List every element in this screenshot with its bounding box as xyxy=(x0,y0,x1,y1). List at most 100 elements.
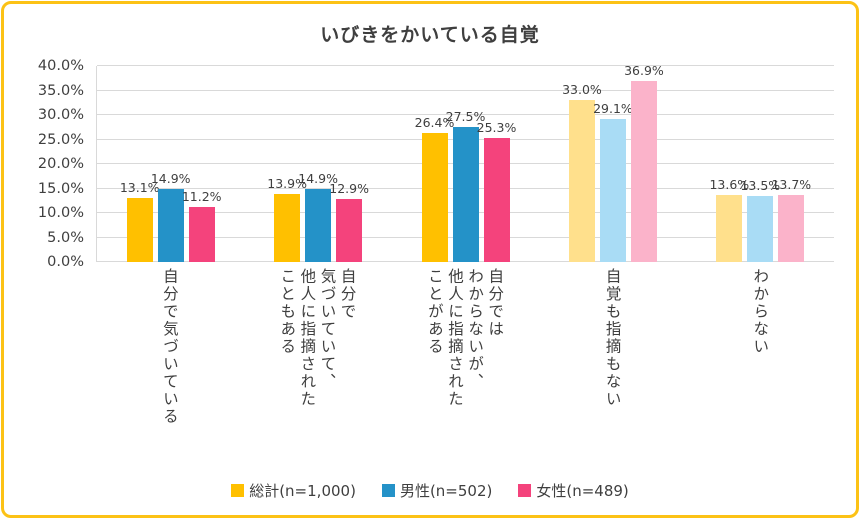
bar xyxy=(747,195,774,262)
bar-slot: 13.1% xyxy=(120,66,160,262)
legend-swatch-icon xyxy=(231,484,245,497)
bar-value-label: 11.2% xyxy=(181,189,222,205)
bar-slot: 13.5% xyxy=(740,66,780,262)
bar xyxy=(157,189,184,262)
y-tick-label: 35.0% xyxy=(37,82,84,99)
bar-value-label: 13.7% xyxy=(771,176,812,192)
bar xyxy=(126,197,153,262)
y-tick-label: 40.0% xyxy=(37,58,84,74)
bar xyxy=(568,100,595,262)
x-category-line: 他人に指摘された xyxy=(298,268,317,408)
gridline xyxy=(97,89,834,91)
bar-group: 26.4% 27.5% 25.3% xyxy=(392,66,539,262)
bar-group: 33.0% 29.1% 36.9% xyxy=(539,63,686,262)
legend-label: 女性(n=489) xyxy=(536,482,629,500)
x-category-line: わからないが、 xyxy=(466,268,485,391)
bar-groups: 13.1% 14.9% 11.2% 13.9% 14.9% 12.9% 26.4% 27.5%… xyxy=(97,63,834,262)
x-category-cell: 自分では わからないが、 他人に指摘された ことがある xyxy=(391,268,539,474)
bar xyxy=(452,127,479,262)
bar-value-label: 13.6% xyxy=(709,177,750,193)
y-axis: 0.0% 5.0% 10.0% 15.0% 20.0% 25.0% 30.0% 35.0% 40… xyxy=(14,58,90,270)
x-category-label: 自分では わからないが、 他人に指摘された ことがある xyxy=(425,268,506,408)
legend-item: 男性(n=502) xyxy=(381,480,493,501)
bar xyxy=(305,189,332,262)
bar xyxy=(336,198,363,262)
legend-swatch-icon xyxy=(381,484,395,497)
bar-slot: 29.1% xyxy=(593,66,633,262)
bar-value-label: 36.9% xyxy=(624,63,664,79)
bar-value-label: 14.9% xyxy=(298,171,338,186)
bar xyxy=(778,194,805,262)
bar-value-label: 12.9% xyxy=(329,180,369,196)
legend-item: 総計(n=1,000) xyxy=(231,480,356,501)
x-category-label: 自覚も指摘もない xyxy=(603,268,623,408)
bar-slot: 11.2% xyxy=(182,66,222,262)
gridline xyxy=(97,114,834,115)
y-tick-label: 20.0% xyxy=(37,156,84,172)
bar-slot: 36.9% xyxy=(624,63,664,262)
bar-value-label: 13.5% xyxy=(740,177,781,193)
x-category-cell: 自分で 気づいていて、 他人に指摘された こともある xyxy=(244,268,392,474)
x-axis-labels: 自分で気づいている 自分で 気づいていて、 他人に指摘された こともある 自分では わからな… xyxy=(96,268,834,474)
bar-slot: 27.5% xyxy=(446,66,485,262)
bar-slot: 13.9% xyxy=(267,66,307,262)
x-category-line: こともある xyxy=(278,268,297,356)
x-category-label: わからない xyxy=(750,268,770,356)
bar xyxy=(188,207,215,262)
bar-value-label: 13.1% xyxy=(119,179,160,195)
x-category-cell: わからない xyxy=(686,268,834,474)
bar-value-label: 27.5% xyxy=(445,109,486,125)
gridline xyxy=(97,65,834,66)
bar-group: 13.1% 14.9% 11.2% xyxy=(97,66,244,262)
x-category-line: わからない xyxy=(751,268,770,356)
x-category-line: 自分では xyxy=(486,268,505,338)
bar-slot: 13.7% xyxy=(771,66,811,262)
x-category-line: 自分で気づいている xyxy=(160,268,179,426)
x-category-line: 気づいていて、 xyxy=(318,268,337,391)
x-category-cell: 自分で気づいている xyxy=(96,268,244,474)
plot-area: 13.1% 14.9% 11.2% 13.9% 14.9% 12.9% 26.4% 27.5%… xyxy=(96,63,834,262)
legend-item: 女性(n=489) xyxy=(518,480,629,501)
y-tick-label: 0.0% xyxy=(47,254,84,270)
x-category-cell: 自覚も指摘もない xyxy=(539,268,687,474)
bar-slot: 14.9% xyxy=(151,66,191,262)
bar xyxy=(599,119,626,262)
legend: 総計(n=1,000) 男性(n=502) 女性(n=489) xyxy=(4,480,856,501)
bar xyxy=(274,193,301,262)
x-category-line: 自分で xyxy=(338,268,357,321)
bar-value-label: 25.3% xyxy=(476,120,517,136)
bar xyxy=(421,132,448,262)
x-category-line: 自覚も指摘もない xyxy=(603,268,622,408)
y-tick-label: 30.0% xyxy=(37,107,84,123)
bar-slot: 33.0% xyxy=(562,66,602,262)
bar xyxy=(630,81,657,262)
y-tick-label: 15.0% xyxy=(37,180,84,197)
legend-swatch-icon xyxy=(518,484,532,497)
chart-title: いびきをかいている自覚 xyxy=(320,24,540,46)
bar-chart: 0.0% 5.0% 10.0% 15.0% 20.0% 25.0% 30.0% 35.0% 40… xyxy=(14,58,834,270)
y-tick-label: 10.0% xyxy=(37,205,84,221)
bar-slot: 25.3% xyxy=(477,66,516,262)
y-tick-label: 5.0% xyxy=(47,229,84,246)
legend-label: 男性(n=502) xyxy=(399,482,493,500)
bar xyxy=(483,138,510,262)
bar xyxy=(716,195,743,262)
x-category-label: 自分で気づいている xyxy=(160,268,180,426)
bar-value-label: 33.0% xyxy=(562,82,602,98)
bar-group: 13.9% 14.9% 12.9% xyxy=(244,66,391,262)
legend-label: 総計(n=1,000) xyxy=(249,482,356,500)
bar-value-label: 14.9% xyxy=(150,171,191,186)
bar-value-label: 26.4% xyxy=(414,114,455,130)
x-category-line: ことがある xyxy=(425,268,444,356)
x-category-line: 他人に指摘された xyxy=(445,268,464,408)
bar-slot: 13.6% xyxy=(709,66,749,262)
x-category-label: 自分で 気づいていて、 他人に指摘された こともある xyxy=(277,268,358,408)
bar-slot: 14.9% xyxy=(298,66,338,262)
bar-group: 13.6% 13.5% 13.7% xyxy=(687,66,834,262)
bar-slot: 12.9% xyxy=(329,66,369,262)
bar-slot: 26.4% xyxy=(415,66,454,262)
bar-value-label: 29.1% xyxy=(593,101,633,117)
y-tick-label: 25.0% xyxy=(37,131,84,148)
bar-value-label: 13.9% xyxy=(267,175,307,191)
